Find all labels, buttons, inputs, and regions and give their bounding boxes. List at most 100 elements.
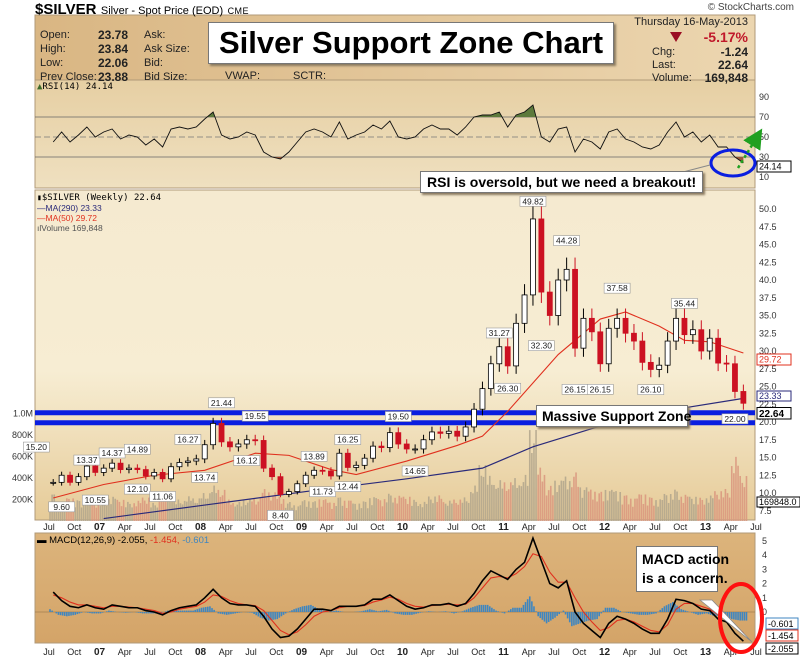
volume-bar — [690, 498, 693, 521]
macd-histogram-bar — [516, 607, 518, 612]
candle-body — [732, 363, 738, 392]
macd-histogram-bar — [276, 612, 279, 620]
macd-histogram-bar — [684, 610, 687, 612]
x-axis-label: Jul — [245, 522, 257, 532]
volume-bar — [642, 503, 645, 521]
candle-body — [622, 317, 629, 334]
price-pivot-label: 19.50 — [388, 412, 410, 422]
volume-bar — [470, 491, 472, 521]
volume-bar — [232, 503, 234, 521]
volume-bar — [375, 498, 377, 521]
volume-bar — [634, 498, 636, 521]
volume-bar — [653, 505, 655, 521]
macd-histogram-bar — [430, 611, 432, 612]
volume-bar — [579, 487, 582, 521]
macd-histogram-bar — [495, 610, 497, 612]
candle-legend-icon: ▮ — [37, 193, 42, 202]
macd-value-tag — [765, 617, 799, 630]
macd-histogram-bar — [335, 610, 337, 612]
rsi-highlight-circle — [709, 148, 757, 178]
volume-bar — [503, 482, 506, 521]
x-axis-label: Oct — [370, 522, 385, 532]
volume-bar — [91, 501, 93, 521]
x-axis-label: 12 — [599, 522, 611, 533]
x-axis-label: Apr — [421, 647, 435, 657]
volume-bar — [730, 466, 733, 521]
macd-histogram-bar — [646, 612, 649, 615]
volume-bar — [722, 497, 725, 521]
rsi-axis-tick: 10 — [759, 172, 769, 182]
macd-histogram-bar — [566, 612, 569, 619]
ma50-line — [53, 311, 744, 499]
volume-bar — [684, 494, 687, 521]
macd-histogram-bar — [398, 612, 401, 615]
volume-bar — [714, 491, 716, 521]
volume-bar — [442, 502, 445, 521]
price-axis-tick: 45.0 — [759, 240, 777, 250]
price-pivot-label: 16.27 — [177, 434, 199, 444]
price-pivot-label-box — [401, 465, 429, 477]
macd-histogram-bar — [518, 607, 521, 612]
volume-bar — [116, 499, 119, 521]
candle-body — [243, 439, 250, 445]
volume-bar — [219, 496, 222, 521]
macd-histogram-bar — [693, 612, 695, 614]
macd-histogram-bar — [78, 612, 81, 614]
volume-bar — [562, 480, 565, 521]
volume-bar — [417, 506, 420, 521]
macd-histogram-bar — [270, 612, 272, 621]
volume-bar — [665, 495, 668, 521]
volume-bar — [667, 502, 670, 521]
candle-body — [445, 430, 452, 434]
macd-histogram-bar — [385, 609, 388, 612]
candle-body — [597, 331, 604, 365]
macd-histogram-bar — [49, 609, 51, 612]
volume-bar — [446, 505, 449, 521]
macd-histogram-bar — [297, 607, 300, 612]
macd-axis-tick: 4 — [762, 550, 767, 560]
volume-bar — [198, 498, 201, 521]
price-axis-tick: 42.5 — [759, 257, 777, 267]
volume-bar — [617, 501, 619, 521]
symbol-name: Silver - Spot Price (EOD) — [100, 5, 224, 17]
candle-body — [429, 431, 435, 441]
volume-bar — [669, 494, 672, 521]
volume-bar — [499, 480, 502, 521]
volume-bar — [724, 488, 727, 521]
macd-histogram-bar — [594, 612, 596, 620]
volume-bar — [345, 508, 348, 521]
x-axis-label: Apr — [421, 522, 435, 532]
volume-bar — [387, 493, 390, 521]
quote-values: 23.78 23.84 22.06 23.88 — [98, 28, 128, 84]
macd-histogram-bar — [476, 605, 478, 612]
x-axis-label: 12 — [599, 647, 611, 658]
volume-bar — [394, 497, 396, 521]
volume-bar — [326, 502, 329, 521]
macd-histogram-bar — [278, 612, 281, 618]
volume-bar — [545, 495, 548, 521]
volume-axis-tick: 800K — [12, 430, 33, 440]
volume-legend-text: Volume 169,848 — [41, 223, 103, 233]
price-pivot-label-box — [553, 235, 580, 246]
candle-body — [260, 440, 267, 469]
volume-bar — [204, 498, 207, 521]
volume-bar — [305, 506, 308, 521]
macd-histogram-bar — [295, 608, 297, 612]
volume-bar — [448, 500, 451, 521]
macd-histogram-bar — [219, 612, 222, 614]
candle-body — [370, 445, 376, 459]
macd-histogram-bar — [733, 612, 735, 620]
volume-bar — [211, 492, 213, 521]
macd-histogram-bar — [427, 611, 430, 612]
histogram-legend-value: -0.601 — [182, 535, 210, 546]
macd-histogram-bar — [72, 612, 74, 616]
macd-histogram-bar — [358, 611, 361, 612]
macd-histogram-bar — [99, 612, 102, 614]
volume-bar — [299, 505, 302, 521]
macd-histogram-bar — [655, 612, 657, 614]
ma290-legend-text: MA(290) 23.33 — [45, 203, 102, 213]
price-axis-tick: 37.5 — [759, 293, 777, 303]
candle-body — [580, 317, 587, 349]
macd-histogram-bar — [101, 612, 104, 613]
price-pivot-label: 10.55 — [85, 495, 107, 505]
